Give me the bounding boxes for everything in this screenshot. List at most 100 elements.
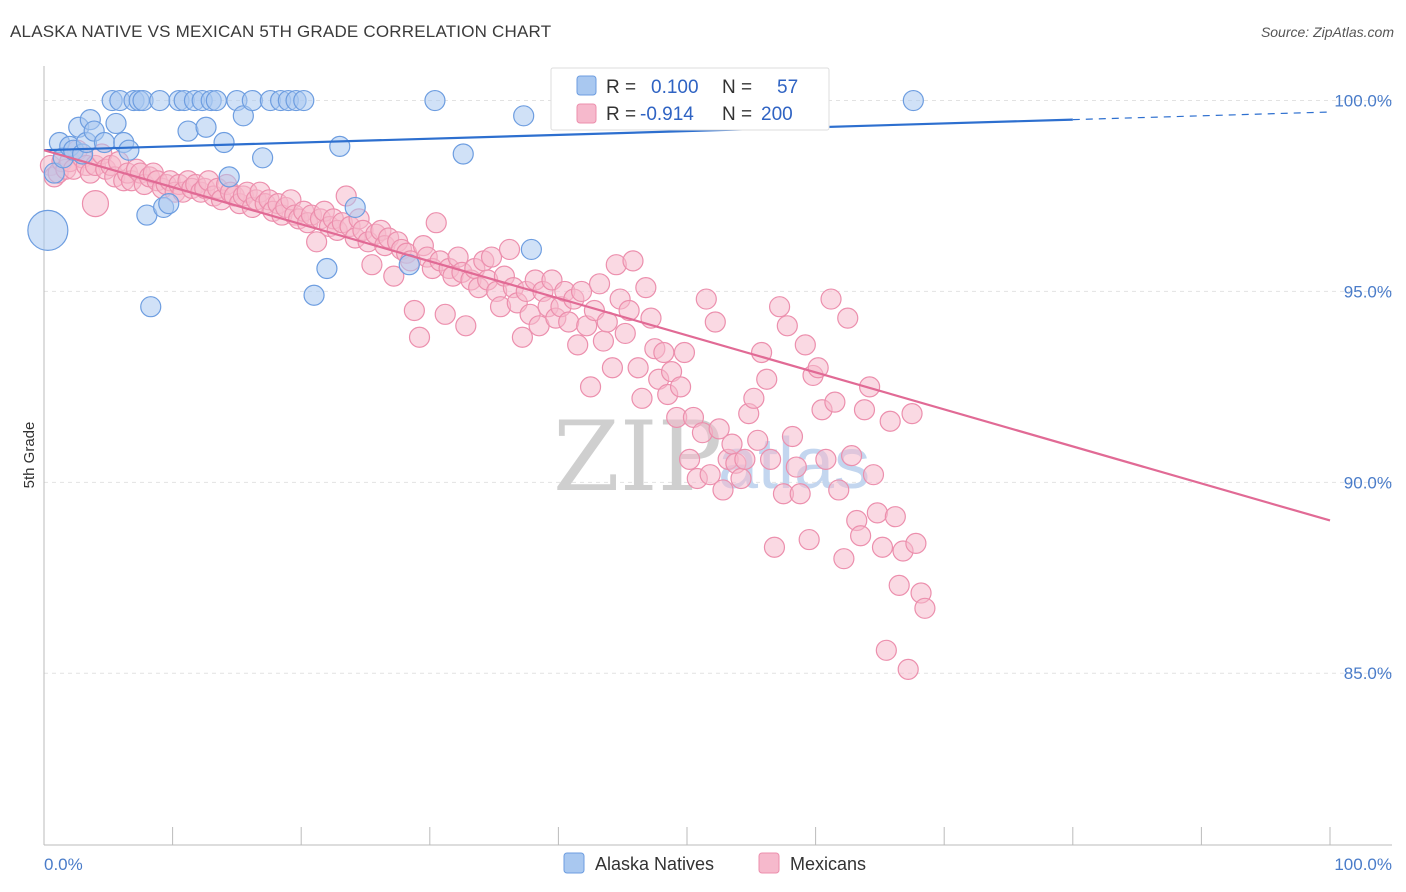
mexican-point [601,357,624,379]
alaska-native-point [293,89,315,112]
mexican-point [673,341,696,364]
bottom-legend-label-alaska: Alaska Natives [595,854,714,874]
mexican-point [570,280,593,303]
alaska-native-point [149,89,171,112]
mexican-point [914,597,936,619]
legend-n-label-1: N = [722,77,752,98]
mexican-point [511,326,533,348]
y-tick-label: 100.0% [1334,92,1392,111]
bottom-legend-label-mexicans: Mexicans [790,854,866,874]
mexican-trend-line [43,149,1331,522]
mexican-point [756,368,778,390]
chart-title: ALASKA NATIVE VS MEXICAN 5TH GRADE CORRE… [10,22,552,41]
alaska-native-point [424,89,446,112]
y-axis-title: 5th Grade [21,422,38,489]
mexican-point [833,548,855,570]
alaska-native-point [252,147,274,169]
mexican-point [759,448,782,471]
mexican-point [579,376,602,398]
legend-n-value-1: 57 [777,77,798,98]
alaska-native-point [316,257,338,280]
alaska-native-point [513,105,535,127]
y-tick-labels: 100.0% 95.0% 90.0% 85.0% [1334,92,1392,684]
mexican-point [763,536,786,558]
mexican-point [768,296,791,318]
mexican-point [875,639,897,661]
mexican-point [588,273,611,295]
mexican-point [828,479,850,501]
legend-r-label-1: R = [606,77,636,98]
legend-r-value-2: -0.914 [640,104,694,125]
mexican-point [785,456,807,478]
mexican-point [776,315,798,337]
mexican-point [627,357,649,379]
y-tick-label: 95.0% [1344,282,1392,301]
mexican-point [669,376,692,398]
bottom-legend-swatch-blue [563,852,585,874]
alaska-native-point [118,139,140,161]
mexican-point [871,536,894,558]
mexican-point [306,231,328,253]
mexican-point [837,307,859,329]
mexican-point [81,190,110,218]
y-tick-label: 90.0% [1344,473,1392,492]
mexican-point [888,574,910,596]
mexican-point [879,410,901,432]
mexican-point [434,303,456,325]
alaska-native-point [177,120,199,142]
mexican-point [695,288,717,310]
mexican-point [480,246,503,268]
mexican-point [704,311,726,333]
mexican-point [905,532,927,554]
mexican-point [734,448,756,471]
chart-source: Source: ZipAtlas.com [1260,24,1394,40]
mexican-point [897,658,919,680]
bottom-legend-swatch-pink [758,852,780,874]
legend-swatch-blue [576,75,597,96]
legend-box [550,67,830,131]
mexican-point [789,483,811,505]
mexican-point [567,334,589,356]
x-tick-label: 0.0% [44,855,83,874]
mexican-point [708,418,730,440]
mexican-point [498,238,521,261]
alaska-native-point [27,209,69,251]
mexican-point [815,448,837,471]
mexican-point [743,387,765,409]
bottom-legend: Alaska Natives Mexicans [563,852,866,874]
alaska-native-point [213,131,235,154]
mexican-point [653,341,675,364]
alaska-native-point [241,89,263,112]
alaska-native-point [303,284,325,306]
alaska-native-trend-line [43,118,1073,152]
mexican-point [618,299,640,322]
mexican-point [853,399,876,421]
mexican-point [781,425,804,448]
mexican-point [635,277,657,299]
alaska-native-point [329,135,351,157]
mexican-point [901,402,923,425]
mexican-point [425,212,447,234]
mexican-point [631,387,653,409]
mexican-point [699,464,721,486]
mexican-point [712,479,734,501]
mexican-point [455,315,477,337]
mexican-point [730,467,752,490]
legend-n-value-2: 200 [761,104,793,125]
alaska-native-point [902,89,924,112]
mexican-point [841,444,863,467]
top-legend: R = 0.100 N = 57 R = -0.914 N = 200 [550,67,830,131]
trend-lines [43,111,1331,522]
alaska-native-point [218,166,240,188]
mexican-point [866,502,888,524]
mexican-point [747,429,769,451]
mexican-point [798,528,820,551]
alaska-native-point [105,112,127,135]
mexican-point [614,322,636,345]
alaska-native-point [195,116,217,138]
mexican-point [403,299,425,322]
alaska-native-point [520,238,542,261]
mexican-point [678,448,701,471]
alaska-native-point [205,89,227,112]
alaska-native-trend-extension [1072,111,1331,121]
